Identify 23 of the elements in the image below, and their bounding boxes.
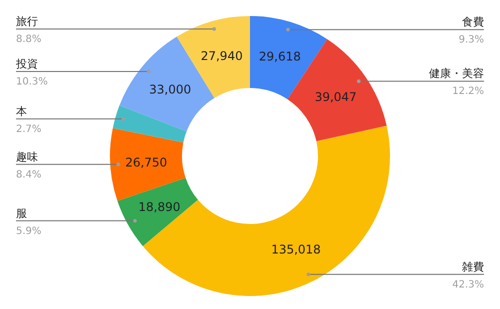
text: 5.9% <box>16 226 42 237</box>
slice-label: 投資 <box>15 57 38 70</box>
text: 9.3% <box>458 34 484 46</box>
data-label: 29,618 <box>258 49 301 64</box>
slice-label: 趣味 <box>16 150 38 164</box>
slice-label: 食費 <box>462 16 484 29</box>
data-label: 26,750 <box>125 156 168 170</box>
data-label: 39,047 <box>314 90 357 104</box>
slice-label: 健康・美容 <box>429 67 484 80</box>
data-label: 33,000 <box>149 82 192 96</box>
slice-label: 服 <box>16 206 27 220</box>
slice-label: 本 <box>16 104 27 118</box>
text: 8.4% <box>16 169 42 180</box>
text: 8.8% <box>16 34 42 45</box>
slice-label: 旅行 <box>16 14 38 28</box>
slice-label: 雑費 <box>462 260 484 274</box>
text: 42.3% <box>452 279 484 290</box>
text: 10.3% <box>16 76 48 88</box>
data-label: 18,890 <box>138 200 180 214</box>
text: 2.7% <box>16 124 42 135</box>
data-label: 135,018 <box>271 242 321 256</box>
text: 12.2% <box>452 86 484 98</box>
data-label: 27,940 <box>200 48 243 63</box>
